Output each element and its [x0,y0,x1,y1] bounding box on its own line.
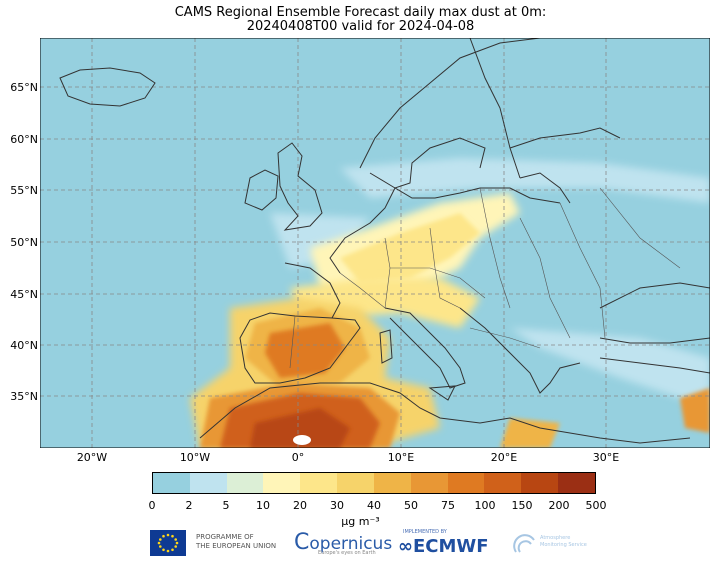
colorbar-tick-label: 20 [293,499,307,512]
colorbar-tick-label: 2 [185,499,193,512]
map-gridlines [40,38,710,448]
colorbar-segment [558,473,595,493]
colorbar-units: μg m⁻³ [341,515,380,528]
dust-band-low [340,158,710,203]
dust-plume-mid [340,213,480,283]
dust-tunisia [500,418,560,448]
colorbar-segment [484,473,522,493]
dust-band-channel [270,213,370,268]
colorbar-tick-label: 500 [585,499,607,512]
colorbar-segment [410,473,448,493]
copernicus-text: opernicus [309,534,393,554]
colorbar-tick-label: 5 [222,499,230,512]
colorbar-segment [447,473,485,493]
lat-label-40: 40°N [10,339,38,352]
colorbar-tick-label: 100 [474,499,496,512]
lon-label-20e: 20°E [490,451,518,464]
eu-text-line-2: THE EUROPEAN UNION [196,542,277,550]
ecmwf-text: ECMWF [413,536,489,557]
lat-label-45: 45°N [10,288,38,301]
lon-label-10w: 10°W [179,451,211,464]
country-borders [289,187,681,369]
lon-label-0: 0° [291,451,305,464]
lon-label-30e: 30°E [592,451,620,464]
colorbar-tick-label: 10 [256,499,270,512]
eu-programme-text: PROGRAMME OF THE EUROPEAN UNION [196,533,306,551]
ecmwf-implemented-by: IMPLEMENTED BY [403,529,447,535]
chart-title-line-1: CAMS Regional Ensemble Forecast daily ma… [174,5,547,20]
lon-label-10e: 10°E [387,451,415,464]
no-data-blob [293,435,311,445]
eu-text-line-1: PROGRAMME OF [196,533,254,541]
colorbar [152,472,596,494]
dust-forecast-map [40,38,710,448]
cams-text: Atmosphere Monitoring Service [540,535,600,549]
coastlines [59,38,710,444]
map-svg [40,38,710,448]
dust-band-east [510,328,710,408]
colorbar-segment [521,473,559,493]
colorbar-tick-label: 50 [404,499,418,512]
colorbar-tick-label: 150 [511,499,533,512]
lat-label-65: 65°N [10,81,38,94]
colorbar-segment [226,473,264,493]
colorbar-segment [373,473,411,493]
chart-title-line-2: 20240408T00 valid for 2024-04-08 [246,19,475,34]
eu-flag-logo [150,530,186,556]
colorbar-segment [153,473,190,493]
cams-text-line-2: Monitoring Service [540,542,587,548]
copernicus-tagline: Europe's eyes on Earth [318,550,376,556]
colorbar-tick-label: 0 [148,499,156,512]
colorbar-segment [300,473,338,493]
cams-text-line-1: Atmosphere [540,535,571,541]
colorbar-segment [337,473,374,493]
cams-logo-icon [512,532,538,556]
ecmwf-logo: ∞ECMWF [398,536,489,557]
colorbar-segment [263,473,301,493]
lat-label-55: 55°N [10,184,38,197]
copernicus-logo: Copernicus [294,530,392,555]
colorbar-tick-label: 30 [330,499,344,512]
colorbar-tick-label: 40 [367,499,381,512]
colorbar-tick-label: 75 [441,499,455,512]
dust-iberia-high [265,323,345,378]
dust-east-med [680,388,710,433]
lon-label-20w: 20°W [76,451,108,464]
lat-label-50: 50°N [10,236,38,249]
copernicus-c-icon: C [294,530,310,555]
colorbar-tick-label: 200 [548,499,570,512]
ecmwf-symbol-icon: ∞ [398,536,413,557]
eu-stars-icon [157,533,179,553]
lat-label-35: 35°N [10,390,38,403]
colorbar-segment [189,473,227,493]
dust-africa-peak [250,408,350,448]
lat-label-60: 60°N [10,133,38,146]
